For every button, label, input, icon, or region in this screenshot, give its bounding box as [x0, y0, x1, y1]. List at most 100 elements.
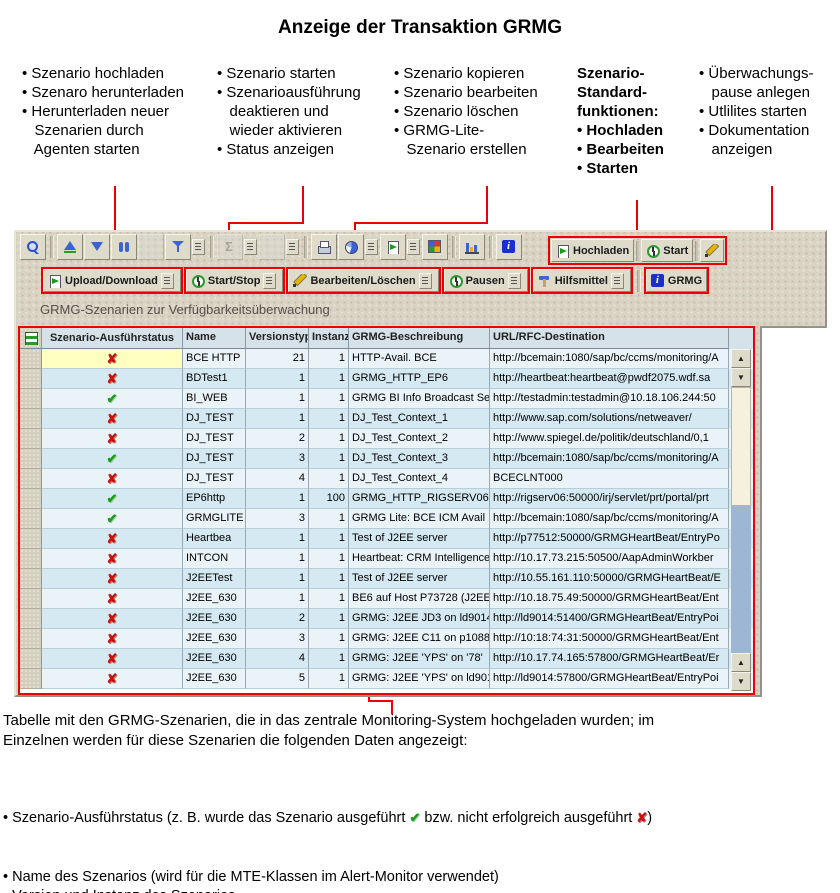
filter-button[interactable]	[165, 234, 191, 260]
desc-cell[interactable]: GRMG BI Info Broadcast Se	[349, 389, 490, 409]
instance-cell[interactable]: 1	[309, 609, 349, 629]
version-cell[interactable]: 3	[246, 509, 309, 529]
table-scrollbar[interactable]	[731, 349, 751, 691]
row-selector[interactable]	[20, 589, 42, 609]
hochladen-button[interactable]: Hochladen	[551, 239, 635, 262]
column-header[interactable]: URL/RFC-Destination	[490, 328, 729, 349]
name-cell[interactable]: DJ_TEST	[183, 409, 246, 429]
status-cell[interactable]	[42, 549, 183, 569]
row-selector[interactable]	[20, 369, 42, 389]
scroll-up-icon[interactable]	[731, 653, 751, 672]
url-cell[interactable]: http://10.18.75.49:50000/GRMGHeartBeat/E…	[490, 589, 729, 609]
sort-desc-button[interactable]	[84, 234, 110, 260]
info-button[interactable]	[496, 234, 522, 260]
version-cell[interactable]: 4	[246, 469, 309, 489]
start-button[interactable]: Start	[641, 239, 694, 262]
url-cell[interactable]: http://10.17.74.165:57800/GRMGHeartBeat/…	[490, 649, 729, 669]
instance-cell[interactable]: 1	[309, 629, 349, 649]
table-row[interactable]: DJ_TEST21DJ_Test_Context_2http://www.spi…	[20, 429, 753, 449]
desc-cell[interactable]: GRMG: J2EE C11 on p1088	[349, 629, 490, 649]
pausen-button[interactable]: Pausen	[443, 269, 528, 292]
column-header[interactable]: Name	[183, 328, 246, 349]
name-cell[interactable]: DJ_TEST	[183, 449, 246, 469]
dropdown-icon[interactable]	[610, 272, 624, 289]
scroll-down-icon[interactable]	[731, 672, 751, 691]
find-button[interactable]	[111, 234, 137, 260]
version-cell[interactable]: 1	[246, 369, 309, 389]
dropdown-icon[interactable]	[263, 272, 277, 289]
name-cell[interactable]: BDTest1	[183, 369, 246, 389]
dropdown-icon[interactable]	[160, 272, 174, 289]
table-row[interactable]: DJ_TEST31DJ_Test_Context_3http://bcemain…	[20, 449, 753, 469]
desc-cell[interactable]: GRMG Lite: BCE ICM Avail	[349, 509, 490, 529]
column-header[interactable]: GRMG-Beschreibung	[349, 328, 490, 349]
row-selector[interactable]	[20, 509, 42, 529]
column-header[interactable]: Instanz	[309, 328, 349, 349]
desc-cell[interactable]: BE6 auf Host P73728 (J2EE	[349, 589, 490, 609]
name-cell[interactable]: J2EE_630	[183, 649, 246, 669]
instance-cell[interactable]: 1	[309, 389, 349, 409]
row-selector[interactable]	[20, 469, 42, 489]
status-cell[interactable]	[42, 569, 183, 589]
url-cell[interactable]: http://www.spiegel.de/politik/deutschlan…	[490, 429, 729, 449]
bearbeiten-loeschen-button[interactable]: Bearbeiten/Löschen	[288, 269, 439, 292]
name-cell[interactable]: J2EE_630	[183, 629, 246, 649]
url-cell[interactable]: http://www.sap.com/solutions/netweaver/	[490, 409, 729, 429]
url-cell[interactable]: http://testadmin:testadmin@10.18.106.244…	[490, 389, 729, 409]
status-cell[interactable]	[42, 629, 183, 649]
desc-cell[interactable]: DJ_Test_Context_2	[349, 429, 490, 449]
instance-cell[interactable]: 1	[309, 649, 349, 669]
instance-cell[interactable]: 1	[309, 369, 349, 389]
row-selector[interactable]	[20, 569, 42, 589]
version-cell[interactable]: 1	[246, 489, 309, 509]
desc-cell[interactable]: GRMG_HTTP_RIGSERV06	[349, 489, 490, 509]
desc-cell[interactable]: DJ_Test_Context_4	[349, 469, 490, 489]
status-cell[interactable]	[42, 529, 183, 549]
url-cell[interactable]: http://10.17.73.215:50500/AapAdminWorkbe…	[490, 549, 729, 569]
status-cell[interactable]	[42, 369, 183, 389]
name-cell[interactable]: BCE HTTP	[183, 349, 246, 369]
grmg-button[interactable]: GRMG	[645, 269, 708, 292]
row-selector[interactable]	[20, 669, 42, 689]
name-cell[interactable]: EP6http	[183, 489, 246, 509]
instance-cell[interactable]: 100	[309, 489, 349, 509]
version-cell[interactable]: 1	[246, 389, 309, 409]
url-cell[interactable]: http://heartbeat:heartbeat@pwdf2075.wdf.…	[490, 369, 729, 389]
instance-cell[interactable]: 1	[309, 529, 349, 549]
chart-button[interactable]	[459, 234, 485, 260]
name-cell[interactable]: DJ_TEST	[183, 429, 246, 449]
url-cell[interactable]: http://ld9014:57800/GRMGHeartBeat/EntryP…	[490, 669, 729, 689]
name-cell[interactable]: INTCON	[183, 549, 246, 569]
instance-cell[interactable]: 1	[309, 549, 349, 569]
dropdown-icon[interactable]	[244, 239, 257, 255]
scroll-up-icon[interactable]	[731, 349, 751, 368]
url-cell[interactable]: http://10:18:74:31:50000/GRMGHeartBeat/E…	[490, 629, 729, 649]
row-selector[interactable]	[20, 409, 42, 429]
scrollbar-track[interactable]	[731, 506, 751, 653]
status-cell[interactable]	[42, 429, 183, 449]
version-cell[interactable]: 3	[246, 629, 309, 649]
dropdown-icon[interactable]	[192, 239, 205, 255]
desc-cell[interactable]: GRMG: J2EE 'YPS' on ld9014	[349, 669, 490, 689]
url-cell[interactable]: http://p77512:50000/GRMGHeartBeat/EntryP…	[490, 529, 729, 549]
version-cell[interactable]: 21	[246, 349, 309, 369]
row-selector[interactable]	[20, 349, 42, 369]
row-selector[interactable]	[20, 449, 42, 469]
dropdown-icon[interactable]	[507, 272, 521, 289]
desc-cell[interactable]: HTTP-Avail. BCE	[349, 349, 490, 369]
row-selector[interactable]	[20, 489, 42, 509]
version-cell[interactable]: 3	[246, 449, 309, 469]
name-cell[interactable]: J2EE_630	[183, 669, 246, 689]
upload-download-button[interactable]: Upload/Download	[43, 269, 181, 292]
status-cell[interactable]	[42, 409, 183, 429]
row-selector[interactable]	[20, 649, 42, 669]
status-cell[interactable]	[42, 349, 183, 369]
version-cell[interactable]: 1	[246, 529, 309, 549]
version-cell[interactable]: 1	[246, 549, 309, 569]
